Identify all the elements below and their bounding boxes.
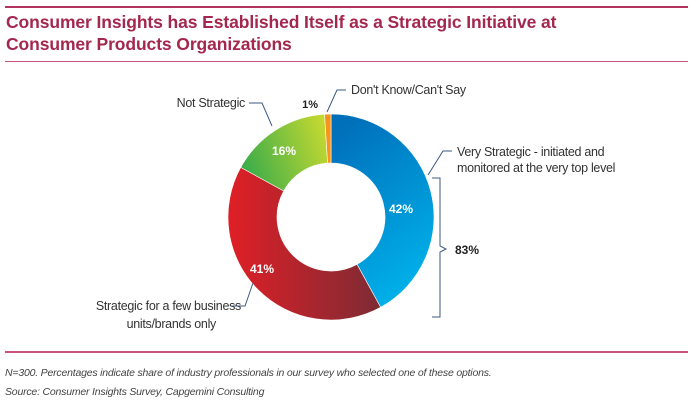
leader-not-strategic: [249, 102, 273, 127]
leader-strategic-few-units: [232, 282, 254, 307]
bracket-very-and-strategic: [432, 177, 448, 318]
slice-very-strategic: [330, 113, 435, 308]
slice-dont-know: [324, 113, 332, 164]
sample-note: N=300. Percentages indicate share of ind…: [5, 367, 492, 379]
top-rule: [5, 6, 688, 8]
slice-strategic-few-units: [227, 166, 382, 321]
value-label-not-strategic: 16%: [272, 144, 296, 158]
category-label-not-strategic: Not Strategic: [177, 96, 245, 110]
leader-very-strategic: [427, 150, 452, 176]
category-label-strategic-few-units-line1: Strategic for a few business: [96, 299, 241, 313]
category-label-very-strategic-line2: monitored at the very top level: [457, 161, 615, 175]
leader-dont-know: [326, 89, 346, 113]
title-line-2: Consumer Products Organizations: [6, 34, 292, 54]
title-line-1: Consumer Insights has Established Itself…: [6, 12, 557, 32]
value-label-very-strategic: 42%: [389, 202, 413, 216]
footer-divider: [5, 351, 688, 353]
category-label-very-strategic-line1: Very Strategic - initiated and: [457, 145, 605, 159]
title-divider: [5, 61, 688, 62]
value-label-strategic-few-units: 41%: [250, 262, 274, 276]
source-note: Source: Consumer Insights Survey, Capgem…: [5, 386, 265, 398]
category-label-dont-know: Don't Know/Can't Say: [351, 83, 467, 97]
category-label-strategic-few-units-line2: units/brands only: [127, 317, 217, 331]
value-label-dont-know: 1%: [302, 99, 318, 111]
chart-title: Consumer Insights has Established Itself…: [6, 11, 556, 55]
bracket-total-label: 83%: [455, 243, 479, 257]
